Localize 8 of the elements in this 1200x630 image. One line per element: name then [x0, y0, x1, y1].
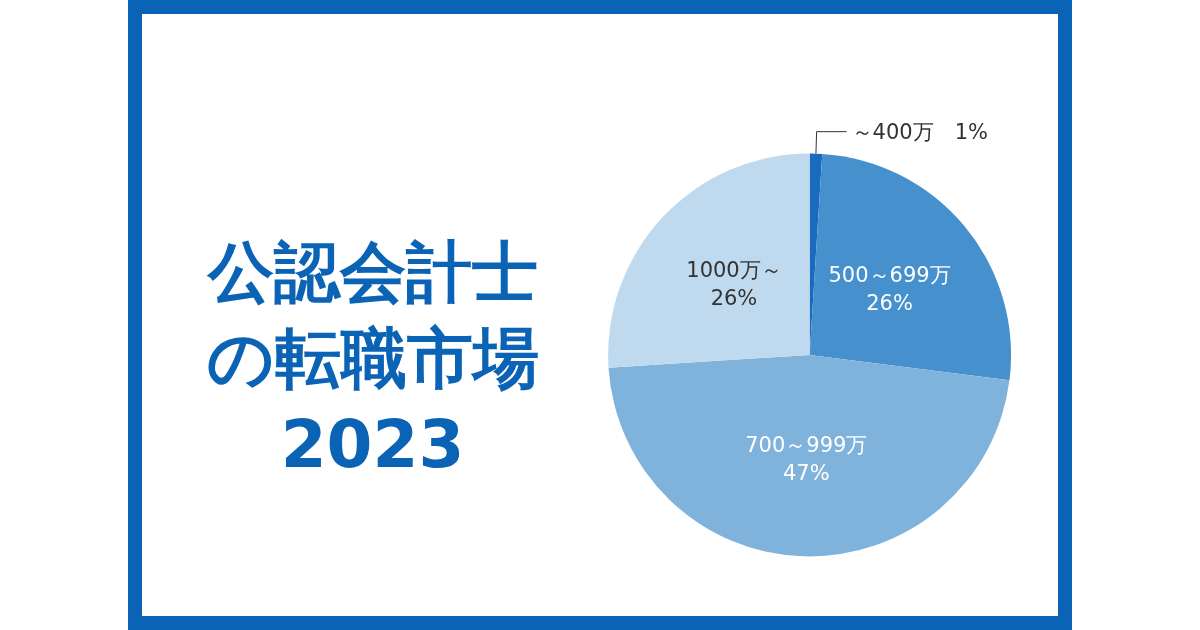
slice-label: 700～999万 [745, 432, 868, 457]
data-label: 47% [783, 460, 830, 485]
data-label: 26% [710, 286, 758, 310]
data-label: 26% [866, 290, 913, 315]
slice-label: 500～699万 [828, 262, 951, 287]
slice-label: ～400万 1% [851, 119, 989, 144]
text: 公認会計士の転職市場2023 [205, 233, 540, 485]
slice-label: 1000万～ [686, 258, 782, 282]
